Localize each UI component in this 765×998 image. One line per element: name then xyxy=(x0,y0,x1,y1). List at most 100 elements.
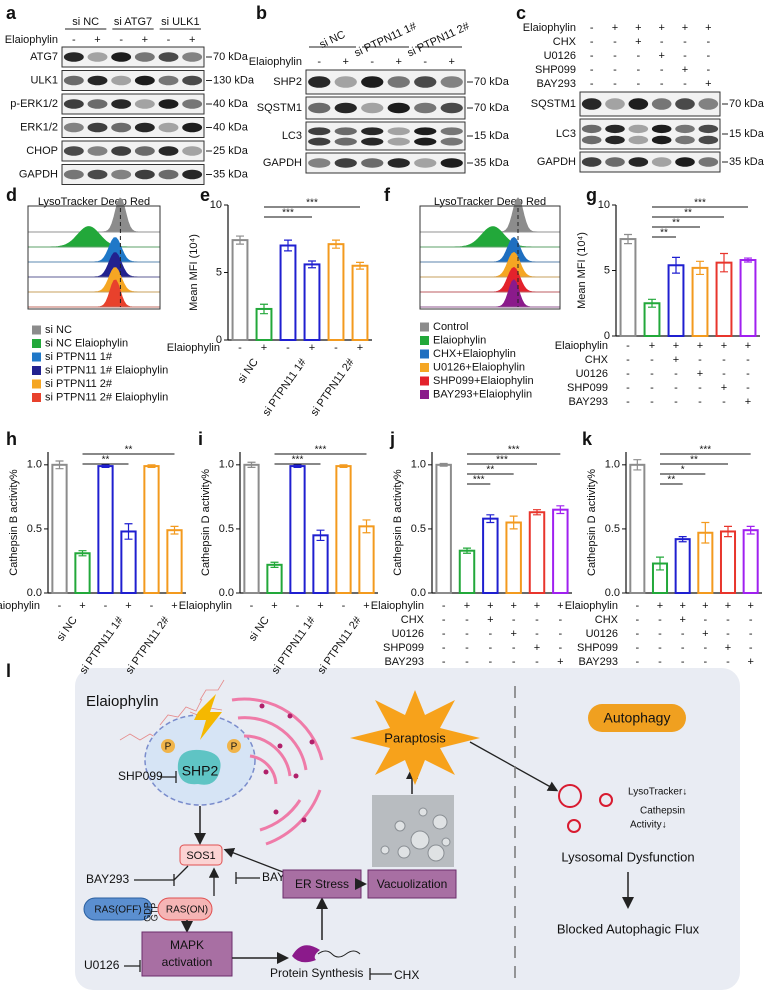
blot-band xyxy=(63,146,84,156)
condition-sign: - xyxy=(512,656,516,668)
significance-label: ** xyxy=(660,228,668,239)
bar xyxy=(719,530,737,594)
blot-band xyxy=(182,52,203,62)
condition-label: Elaiophylin xyxy=(167,342,220,354)
bar xyxy=(51,463,68,594)
condition-sign: + xyxy=(449,56,455,68)
paraptosis-star xyxy=(350,690,480,785)
inhibitor-label: BAY293 xyxy=(86,872,129,886)
condition-sign: - xyxy=(722,396,726,408)
error-bar xyxy=(746,525,755,535)
condition-label: CHX xyxy=(585,354,609,366)
error-bar xyxy=(247,461,256,468)
condition-sign: + xyxy=(682,22,688,34)
blot-band xyxy=(698,98,719,110)
condition-sign: - xyxy=(681,642,685,654)
condition-sign: - xyxy=(660,64,664,76)
error-bar xyxy=(724,525,732,538)
y-axis-label: Cathepsin B activity% xyxy=(392,469,404,576)
error-bar xyxy=(720,252,728,273)
condition-label: SHP099 xyxy=(383,642,424,654)
y-tick-label: 0 xyxy=(604,330,610,342)
lysotracker-label: LysoTracker↓ xyxy=(628,787,687,798)
error-bar xyxy=(332,239,340,249)
panel-letter: e xyxy=(200,185,210,205)
blot-strip xyxy=(61,46,205,68)
y-tick-label: 1.0 xyxy=(219,459,234,471)
bar xyxy=(335,465,352,595)
legend-swatch xyxy=(32,352,41,362)
error-bar xyxy=(362,519,371,534)
panel-letter: j xyxy=(389,429,395,449)
blot-band xyxy=(675,135,695,145)
condition-label: Elaiophylin xyxy=(523,22,576,34)
bar xyxy=(528,511,546,595)
error-bar xyxy=(648,298,656,308)
condition-label: SHP099 xyxy=(535,64,576,76)
condition-sign: - xyxy=(626,354,630,366)
legend-label: si PTPN11 1# Elaiophylin xyxy=(45,364,168,376)
legend-swatch xyxy=(32,393,41,402)
condition-sign: + xyxy=(487,614,493,626)
condition-label: BAY293 xyxy=(578,656,618,668)
blot-band xyxy=(134,169,155,180)
condition-sign: - xyxy=(636,50,640,62)
error-bar xyxy=(55,460,64,470)
condition-sign: + xyxy=(649,340,655,352)
condition-sign: + xyxy=(612,22,618,34)
blot-band xyxy=(387,137,410,146)
error-bar xyxy=(533,509,541,516)
error-bar xyxy=(147,464,156,468)
condition-sign: - xyxy=(635,600,639,612)
condition-sign: - xyxy=(626,396,630,408)
condition-sign: - xyxy=(334,342,338,354)
y-tick-label: 5 xyxy=(604,264,610,276)
condition-sign: + xyxy=(725,600,731,612)
blot-band xyxy=(605,98,625,110)
condition-sign: - xyxy=(746,382,750,394)
legend-label: Elaiophylin xyxy=(433,334,486,346)
bar xyxy=(643,302,661,337)
error-bar xyxy=(556,505,565,515)
condition-sign: - xyxy=(674,396,678,408)
histogram-peak xyxy=(28,252,160,278)
condition-label: U0126 xyxy=(576,368,608,380)
mapk-box xyxy=(141,931,233,977)
blot-band xyxy=(111,75,132,86)
histogram-frame xyxy=(419,205,561,310)
condition-sign: - xyxy=(658,614,662,626)
condition-sign: + xyxy=(357,342,363,354)
histogram-peak xyxy=(420,226,560,248)
lysosomal-dysfunction-label: Lysosomal Dysfunction xyxy=(561,849,694,864)
bar xyxy=(482,517,499,594)
blot-band xyxy=(651,124,672,134)
legend-label: si PTPN11 1# xyxy=(45,351,113,363)
group-label: si ATG7 xyxy=(114,16,152,28)
vacuolization-label: Vacuolization xyxy=(377,877,448,891)
legend-label: U0126+Elaiophylin xyxy=(433,361,525,373)
condition-sign: - xyxy=(722,368,726,380)
inhibition xyxy=(235,872,260,884)
condition-sign: + xyxy=(673,354,679,366)
y-tick-label: 0.0 xyxy=(219,587,234,599)
condition-sign: + xyxy=(261,342,267,354)
y-axis-label: Cathepsin D activity% xyxy=(586,469,598,576)
blot-band xyxy=(158,52,179,62)
blot-band xyxy=(651,98,672,110)
error-bar xyxy=(633,459,642,471)
condition-label: SHP099 xyxy=(567,382,608,394)
y-tick-label: 5 xyxy=(216,266,222,278)
condition-sign: - xyxy=(167,34,171,46)
legend-swatch xyxy=(420,349,429,359)
blot-strip xyxy=(305,96,466,120)
protein-label: GAPDH xyxy=(263,157,302,169)
legend-swatch xyxy=(420,363,429,372)
ras-on-box xyxy=(157,897,213,921)
legend-swatch xyxy=(420,390,429,399)
condition-sign: - xyxy=(683,50,687,62)
significance-label: ** xyxy=(684,208,692,219)
blot-band xyxy=(581,135,602,145)
condition-sign: - xyxy=(119,34,123,46)
bar xyxy=(327,243,345,341)
